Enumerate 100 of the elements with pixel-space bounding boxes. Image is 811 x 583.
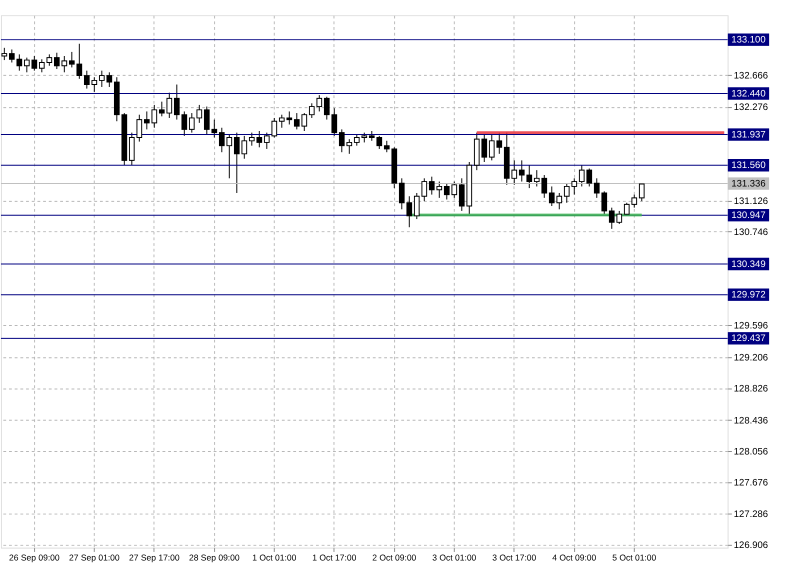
candlestick bbox=[166, 92, 172, 118]
candlestick bbox=[511, 160, 518, 186]
y-tick-label: 127.286 bbox=[734, 509, 768, 520]
candlestick bbox=[541, 174, 548, 198]
candlestick bbox=[16, 54, 22, 72]
x-tick-label: 1 Oct 17:00 bbox=[312, 552, 357, 562]
candlestick bbox=[188, 112, 195, 134]
candlestick bbox=[428, 176, 435, 196]
candlestick bbox=[451, 181, 458, 198]
candlestick bbox=[294, 112, 300, 130]
x-tick-label: 1 Oct 01:00 bbox=[252, 552, 297, 562]
candlestick bbox=[46, 54, 52, 66]
candlestick bbox=[316, 94, 322, 112]
ref-line-label: 131.560 bbox=[731, 160, 766, 172]
y-tick-label: 132.666 bbox=[734, 70, 768, 82]
candlestick bbox=[8, 48, 15, 63]
y-tick-label: 132.276 bbox=[734, 102, 768, 114]
candlestick bbox=[248, 132, 255, 146]
candlestick bbox=[68, 51, 75, 68]
candlestick bbox=[398, 178, 405, 210]
candlestick bbox=[586, 168, 592, 187]
candlestick bbox=[24, 57, 30, 73]
y-tick-label: 128.436 bbox=[734, 415, 768, 426]
candlestick bbox=[278, 114, 285, 128]
candlestick bbox=[376, 135, 382, 150]
candlestick bbox=[384, 140, 390, 153]
candlestick bbox=[301, 112, 308, 132]
candlestick bbox=[308, 102, 315, 118]
candlestick bbox=[534, 170, 540, 187]
candlestick bbox=[526, 164, 532, 189]
candlestick bbox=[256, 130, 262, 148]
candlestick bbox=[368, 130, 375, 142]
candlestick bbox=[324, 96, 330, 120]
candlestick bbox=[136, 114, 142, 142]
y-tick-label: 128.826 bbox=[734, 384, 768, 394]
candlestick bbox=[571, 178, 578, 196]
candlestick bbox=[616, 210, 622, 224]
candlestick bbox=[346, 138, 352, 154]
candlestick bbox=[91, 76, 98, 92]
candlestick bbox=[496, 132, 502, 154]
candlestick bbox=[128, 132, 135, 166]
candlestick bbox=[158, 101, 165, 117]
candlestick bbox=[608, 207, 615, 230]
candlestick bbox=[31, 56, 38, 72]
x-tick-label: 5 Oct 01:00 bbox=[612, 552, 657, 562]
y-tick-label: 128.056 bbox=[734, 446, 768, 458]
candlestick bbox=[98, 70, 105, 88]
ref-line-label: 131.937 bbox=[731, 129, 766, 140]
candlestick bbox=[38, 58, 45, 73]
candlestick bbox=[594, 178, 600, 198]
x-tick-label: 28 Sep 09:00 bbox=[188, 552, 240, 562]
candlestick bbox=[84, 70, 90, 90]
x-tick-label: 2 Oct 09:00 bbox=[372, 552, 417, 562]
y-tick-label: 131.126 bbox=[734, 196, 768, 207]
candlestick bbox=[481, 134, 488, 162]
y-tick-label: 127.676 bbox=[734, 477, 768, 488]
candlestick bbox=[226, 134, 232, 179]
candlestick bbox=[106, 72, 112, 88]
candlestick bbox=[421, 178, 428, 202]
candlestick bbox=[406, 196, 412, 228]
x-tick-label: 4 Oct 09:00 bbox=[552, 552, 597, 562]
candlestick bbox=[54, 52, 60, 70]
candlestick bbox=[331, 108, 338, 136]
candlestick bbox=[631, 194, 638, 208]
ref-line-label: 130.349 bbox=[731, 258, 766, 270]
candlestick bbox=[218, 127, 225, 153]
candlestick bbox=[458, 178, 465, 212]
candlestick bbox=[624, 202, 630, 216]
y-tick-label: 129.596 bbox=[734, 320, 768, 332]
candlestick bbox=[361, 132, 368, 143]
ref-line-label: 132.440 bbox=[731, 88, 766, 100]
candlestick bbox=[234, 132, 240, 194]
candlestick bbox=[548, 186, 555, 206]
candlestick bbox=[414, 192, 420, 220]
ref-line-label: 131.336 bbox=[731, 178, 766, 190]
candlestick bbox=[211, 119, 218, 138]
y-tick-label: 129.206 bbox=[734, 352, 768, 364]
candlestick bbox=[144, 110, 150, 130]
candlestick bbox=[61, 56, 68, 73]
candlestick bbox=[204, 106, 210, 135]
ref-line-label: 130.947 bbox=[731, 210, 766, 222]
ref-line-label: 133.100 bbox=[731, 34, 766, 46]
y-tick-label: 126.906 bbox=[734, 540, 768, 552]
x-tick-label: 27 Sep 01:00 bbox=[68, 552, 120, 562]
ref-line-label: 129.972 bbox=[731, 290, 766, 301]
candlestick bbox=[286, 110, 292, 125]
candlestick bbox=[556, 192, 562, 210]
candlestick bbox=[564, 182, 570, 204]
candlestick bbox=[338, 128, 345, 153]
x-tick-label: 27 Sep 17:00 bbox=[128, 552, 180, 562]
candlestick bbox=[151, 104, 158, 128]
candlestick bbox=[354, 134, 360, 146]
candlestick bbox=[241, 135, 248, 160]
candlestick bbox=[181, 110, 188, 136]
candlestick bbox=[264, 132, 270, 150]
candlestick bbox=[436, 181, 442, 198]
candlestick bbox=[601, 190, 608, 215]
candlestick bbox=[578, 164, 585, 187]
candlestick bbox=[638, 182, 645, 202]
candlestick bbox=[271, 117, 278, 138]
